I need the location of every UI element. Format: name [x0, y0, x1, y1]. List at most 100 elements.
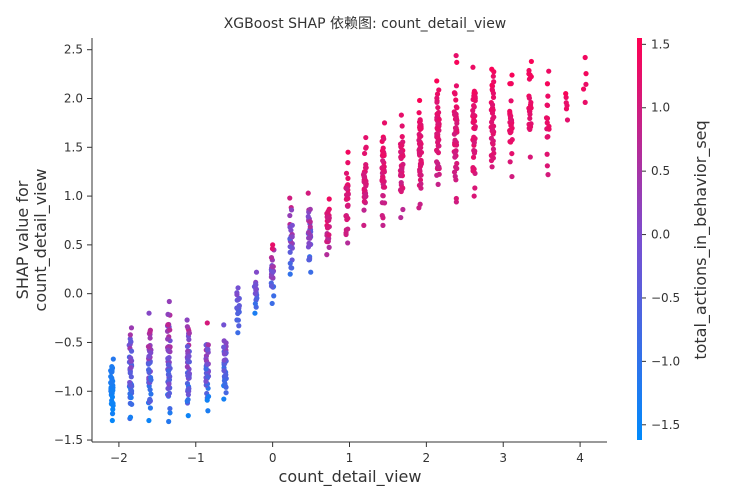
- scatter-point: [379, 148, 386, 154]
- scatter-point: [452, 154, 458, 160]
- scatter-point: [235, 285, 241, 291]
- scatter-point: [109, 411, 116, 417]
- scatter-point: [471, 125, 477, 131]
- scatter-point: [146, 366, 152, 373]
- scatter-point: [563, 91, 569, 97]
- scatter-point: [253, 269, 260, 275]
- scatter-point: [544, 102, 550, 108]
- scatter-point: [454, 160, 460, 167]
- scatter-point: [108, 380, 114, 386]
- colorbar-tick-label: −1.0: [651, 354, 680, 368]
- scatter-point: [399, 123, 405, 129]
- scatter-point: [127, 382, 133, 388]
- scatter-point: [184, 343, 191, 350]
- scatter-point: [379, 212, 385, 219]
- x-tick-label: 2: [423, 451, 431, 465]
- scatter-point: [434, 78, 440, 84]
- scatter-point: [287, 260, 293, 266]
- scatter-point: [454, 105, 460, 111]
- scatter-point: [489, 102, 496, 108]
- scatter-point: [109, 387, 116, 393]
- scatter-point: [507, 81, 513, 87]
- scatter-point: [472, 185, 478, 191]
- scatter-point: [380, 222, 386, 228]
- scatter-point: [361, 187, 367, 193]
- scatter-point: [253, 287, 259, 293]
- scatter-point: [147, 329, 153, 335]
- scatter-point: [234, 305, 240, 311]
- scatter-point: [184, 324, 190, 330]
- scatter-point: [381, 152, 387, 159]
- scatter-point: [305, 229, 312, 235]
- scatter-point: [147, 405, 154, 411]
- scatter-point: [545, 93, 551, 99]
- scatter-point: [362, 165, 369, 171]
- scatter-point: [398, 180, 404, 186]
- scatter-point: [452, 91, 458, 97]
- chart-title: XGBoost SHAP 依赖图: count_detail_view: [224, 16, 507, 32]
- scatter-point: [399, 142, 405, 148]
- scatter-point: [147, 387, 153, 393]
- scatter-point: [223, 372, 229, 378]
- scatter-point: [418, 181, 424, 187]
- scatter-point: [186, 330, 192, 336]
- x-tick-label: 1: [346, 451, 354, 465]
- scatter-point: [434, 172, 440, 178]
- colorbar-gradient: [637, 38, 642, 440]
- scatter-point: [471, 118, 478, 124]
- scatter-point: [307, 219, 313, 225]
- scatter-point: [363, 134, 369, 141]
- scatter-point: [452, 111, 458, 117]
- scatter-point: [223, 384, 229, 390]
- scatter-point: [489, 66, 495, 72]
- scatter-point: [145, 343, 152, 350]
- x-axis-ticks: −2 −1 0 1 2 3 4: [110, 442, 584, 465]
- scatter-point: [287, 244, 293, 250]
- scatter-point: [381, 120, 388, 126]
- x-tick-label: 3: [499, 451, 507, 465]
- y-tick-label: −1.0: [54, 384, 83, 398]
- scatter-point: [186, 353, 192, 359]
- scatter-point: [235, 310, 241, 317]
- scatter-point: [108, 401, 114, 407]
- scatter-point: [109, 394, 116, 400]
- scatter-point: [288, 265, 294, 271]
- scatter-point: [221, 396, 227, 402]
- scatter-point: [526, 67, 532, 74]
- scatter-points: [108, 52, 589, 425]
- y-tick-label: −1.5: [54, 433, 83, 447]
- scatter-point: [436, 116, 442, 123]
- scatter-point: [127, 414, 134, 420]
- scatter-point: [109, 417, 115, 424]
- scatter-point: [509, 150, 515, 157]
- scatter-point: [507, 108, 513, 114]
- scatter-point: [204, 397, 210, 403]
- scatter-point: [453, 83, 460, 89]
- scatter-point: [416, 119, 423, 125]
- scatter-point: [221, 378, 228, 384]
- scatter-point: [546, 68, 552, 74]
- scatter-point: [434, 99, 440, 105]
- scatter-point: [471, 134, 477, 140]
- scatter-point: [528, 58, 535, 65]
- scatter-point: [343, 192, 350, 198]
- scatter-point: [435, 161, 441, 167]
- scatter-point: [471, 103, 477, 109]
- scatter-point: [543, 115, 550, 121]
- scatter-point: [582, 99, 588, 106]
- scatter-point: [398, 188, 404, 195]
- scatter-point: [252, 290, 258, 297]
- scatter-point: [287, 249, 293, 255]
- y-tick-label: −0.5: [54, 335, 83, 349]
- scatter-point: [166, 418, 172, 425]
- y-tick-label: 0.5: [64, 238, 83, 252]
- scatter-point: [454, 59, 460, 65]
- scatter-point: [416, 147, 422, 153]
- scatter-point: [145, 361, 152, 367]
- scatter-point: [128, 388, 135, 394]
- scatter-point: [489, 164, 495, 170]
- scatter-point: [345, 149, 351, 155]
- scatter-point: [491, 150, 497, 156]
- scatter-point: [203, 378, 209, 384]
- scatter-point: [564, 117, 571, 123]
